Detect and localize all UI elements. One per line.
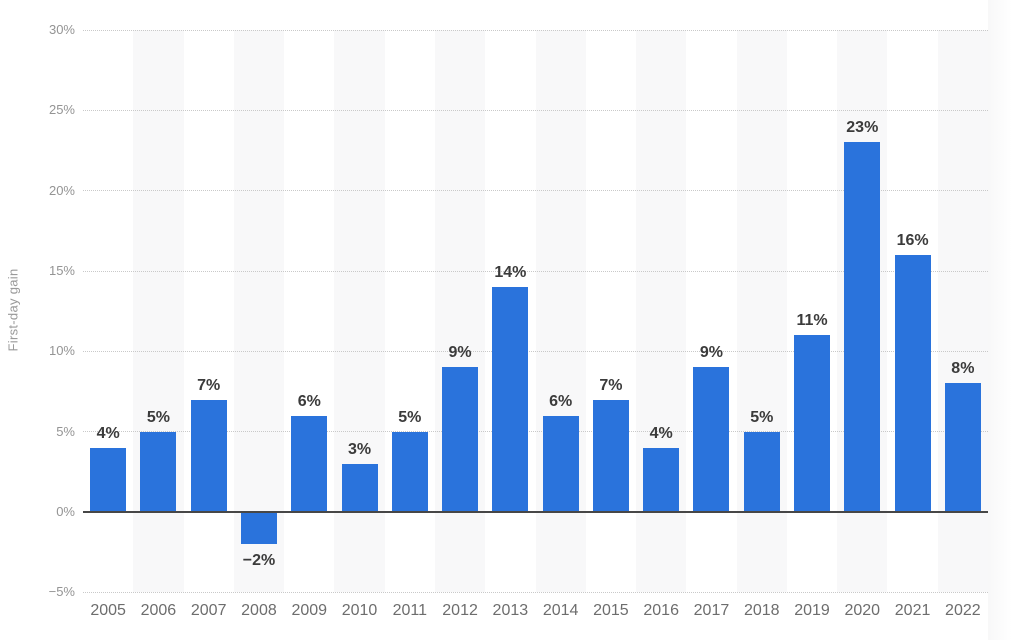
bar-value-label-2005: 4% [96, 424, 120, 442]
x-axis-label-2020: 2020 [844, 602, 881, 619]
y-axis-tick-label: 5% [56, 423, 75, 439]
bar-2010[interactable] [341, 463, 378, 512]
gridline-−5% [83, 591, 988, 593]
zero-axis-line [83, 511, 988, 513]
y-axis-tick-label: 10% [48, 343, 75, 359]
y-axis-tick-label: 15% [48, 263, 75, 278]
bar-value-label-2008: −2% [242, 552, 276, 570]
x-axis-label-2007: 2007 [190, 602, 227, 619]
bar-value-label-2006: 5% [146, 408, 170, 426]
column-stripe-2008 [233, 30, 285, 592]
bar-value-label-2020: 23% [846, 119, 879, 137]
x-axis-label-2014: 2014 [542, 602, 579, 619]
gridline-25% [83, 109, 988, 111]
x-axis-label-2011: 2011 [392, 602, 427, 619]
bar-2017[interactable] [693, 367, 730, 512]
bar-2011[interactable] [391, 431, 428, 512]
bar-2020[interactable] [844, 142, 881, 512]
bar-value-label-2016: 4% [649, 424, 673, 442]
bar-value-label-2021: 16% [896, 231, 929, 249]
bar-2013[interactable] [492, 287, 529, 512]
x-axis-label-2009: 2009 [291, 602, 328, 619]
bar-2009[interactable] [291, 415, 328, 512]
bar-2014[interactable] [542, 415, 579, 512]
x-axis-label-2018: 2018 [743, 602, 780, 619]
bar-value-label-2022: 8% [951, 360, 975, 378]
gridline-10% [83, 350, 988, 352]
x-axis-label-2015: 2015 [593, 602, 629, 619]
bar-2005[interactable] [90, 447, 127, 512]
x-axis-label-2016: 2016 [643, 602, 679, 619]
bar-2016[interactable] [643, 447, 680, 512]
y-axis-tick-label: 20% [48, 182, 75, 198]
x-axis-label-2019: 2019 [794, 602, 830, 619]
bar-value-label-2015: 7% [599, 376, 623, 394]
gridline-5% [83, 431, 988, 433]
bar-value-label-2007: 7% [197, 376, 221, 394]
bar-value-label-2019: 11% [796, 312, 828, 330]
y-axis-tick-label: −5% [48, 584, 75, 600]
x-axis-label-2005: 2005 [90, 602, 126, 619]
y-axis-tick-label: 0% [56, 504, 75, 519]
x-axis-label-2008: 2008 [241, 602, 277, 619]
bar-value-label-2017: 9% [699, 344, 724, 362]
bar-value-label-2009: 6% [297, 392, 321, 410]
bar-value-label-2018: 5% [750, 408, 774, 426]
gridline-20% [83, 190, 988, 192]
x-axis-label-2017: 2017 [693, 602, 730, 619]
bar-value-label-2014: 6% [549, 392, 573, 410]
bar-2006[interactable] [140, 431, 177, 512]
x-axis-label-2006: 2006 [140, 602, 177, 619]
bar-2021[interactable] [894, 254, 931, 512]
bar-2018[interactable] [743, 431, 780, 512]
bar-2019[interactable] [794, 335, 831, 512]
x-axis-label-2021: 2021 [894, 602, 931, 619]
bar-2015[interactable] [592, 399, 629, 512]
gridline-15% [83, 270, 988, 272]
y-axis-tick-label: 25% [48, 102, 75, 118]
bar-2007[interactable] [190, 399, 227, 512]
x-axis-label-2022: 2022 [945, 602, 981, 619]
bar-2008[interactable] [240, 512, 277, 545]
y-axis-tick-label: 30% [48, 22, 75, 37]
gridline-30% [83, 29, 988, 31]
bar-2022[interactable] [944, 383, 981, 512]
x-axis-label-2013: 2013 [492, 602, 529, 619]
x-axis-label-2010: 2010 [341, 602, 378, 619]
bar-2012[interactable] [442, 367, 479, 512]
x-axis-label-2012: 2012 [442, 602, 478, 619]
bar-value-label-2012: 9% [448, 344, 472, 362]
bar-value-label-2011: 5% [398, 408, 422, 426]
bar-value-label-2013: 14% [494, 264, 527, 282]
bar-value-label-2010: 3% [347, 440, 372, 458]
